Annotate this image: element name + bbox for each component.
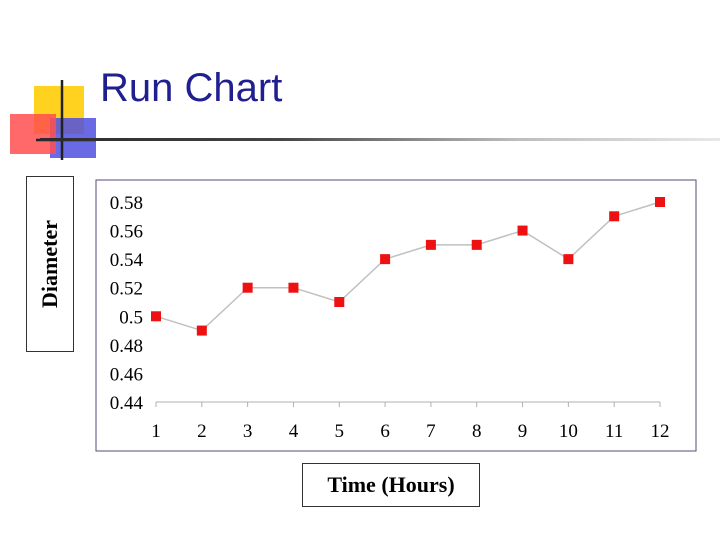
y-tick-label: 0.46 xyxy=(110,364,143,385)
series-line xyxy=(155,201,661,332)
x-tick-label: 2 xyxy=(197,421,207,442)
y-tick-label: 0.54 xyxy=(110,250,144,271)
x-tick-label: 7 xyxy=(426,421,436,442)
data-point-marker xyxy=(151,311,161,322)
data-point-marker xyxy=(288,282,299,293)
x-tick-label: 9 xyxy=(518,421,528,442)
x-tick-label: 6 xyxy=(380,421,390,442)
chart-series xyxy=(151,197,665,336)
x-tick-label: 1 xyxy=(151,421,161,442)
title-underline xyxy=(40,138,720,141)
data-point-marker xyxy=(609,211,620,222)
data-point-marker xyxy=(563,254,574,265)
x-axis-label-box: Time (Hours) xyxy=(302,463,480,507)
chart-frame xyxy=(95,179,697,452)
y-tick-label: 0.56 xyxy=(110,222,143,243)
x-tick-label: 5 xyxy=(335,421,345,442)
x-tick-label: 3 xyxy=(243,421,253,442)
data-point-marker xyxy=(380,254,391,265)
data-point-marker xyxy=(196,325,207,336)
page-title: Run Chart xyxy=(100,66,283,110)
chart-tick-labels: 0.440.460.480.50.520.540.560.581 2 3 4 5 6 7 8 9… xyxy=(110,193,670,442)
data-point-marker xyxy=(471,239,482,250)
y-tick-label: 0.48 xyxy=(110,336,143,357)
y-tick-label: 0.44 xyxy=(110,393,144,414)
data-point-marker xyxy=(334,297,345,307)
data-point-marker xyxy=(425,239,436,250)
y-tick-label: 0.58 xyxy=(110,193,143,214)
data-point-marker xyxy=(242,282,253,293)
x-tick-label: 4 xyxy=(289,421,299,442)
x-tick-label: 12 xyxy=(651,421,670,442)
y-axis-label-box: Diameter xyxy=(26,176,74,352)
chart-axes xyxy=(155,401,661,407)
x-tick-label: 10 xyxy=(559,421,578,442)
x-axis-label: Time (Hours) xyxy=(327,472,455,497)
x-tick-label: 11 xyxy=(605,421,623,442)
data-point-marker xyxy=(517,225,528,236)
x-tick-label: 8 xyxy=(472,421,482,442)
y-tick-label: 0.5 xyxy=(119,307,143,328)
y-tick-label: 0.52 xyxy=(110,279,143,300)
data-point-marker xyxy=(655,197,665,207)
deco-red-square xyxy=(10,114,56,154)
